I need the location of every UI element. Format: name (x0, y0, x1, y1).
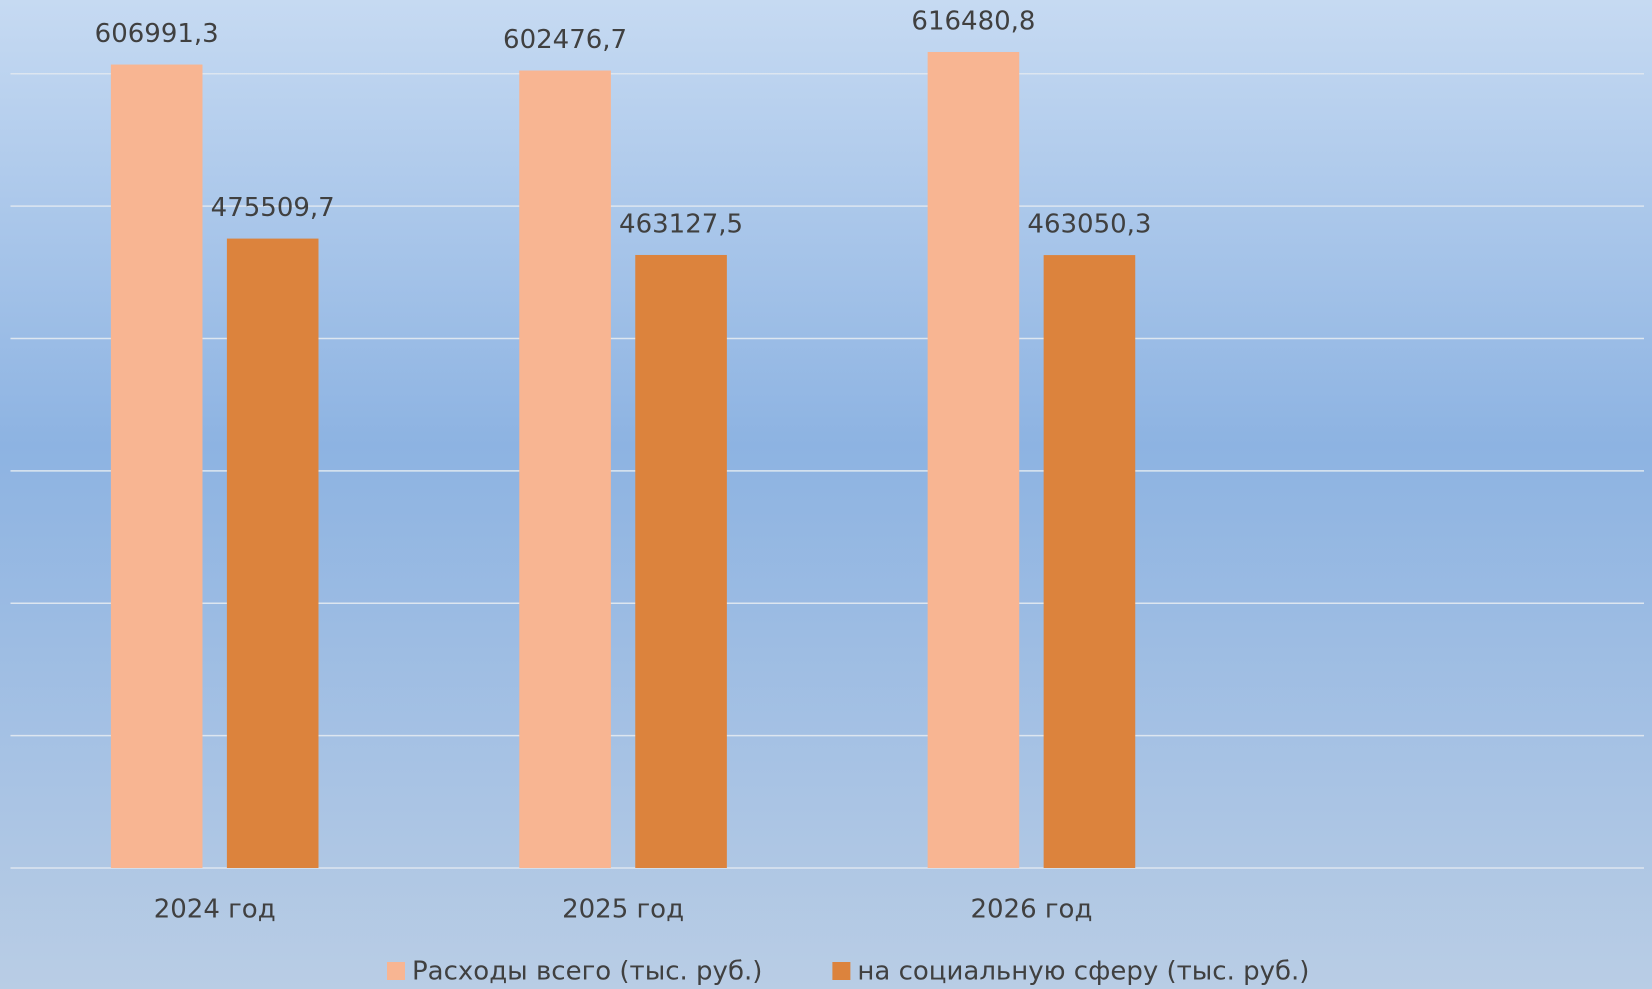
legend-label: на социальную сферу (тыс. руб.) (857, 957, 1309, 987)
data-label: 602476,7 (503, 25, 627, 55)
data-label: 463050,3 (1027, 210, 1151, 240)
x-tick-label: 2025 год (562, 895, 684, 925)
data-label: 463127,5 (619, 209, 743, 239)
legend-label: Расходы всего (тыс. руб.) (412, 957, 762, 987)
bar (927, 51, 1020, 868)
bar (635, 254, 727, 868)
bar (1043, 255, 1136, 869)
data-label: 606991,3 (95, 19, 219, 49)
bar (519, 70, 611, 869)
data-label: 616480,8 (911, 6, 1035, 36)
legend-swatch (387, 962, 405, 980)
legend-swatch (832, 962, 851, 980)
x-tick-label: 2024 год (154, 895, 276, 925)
bar (110, 64, 203, 869)
data-label: 475509,7 (211, 193, 335, 223)
bar (226, 238, 319, 868)
x-tick-label: 2026 год (970, 895, 1092, 925)
